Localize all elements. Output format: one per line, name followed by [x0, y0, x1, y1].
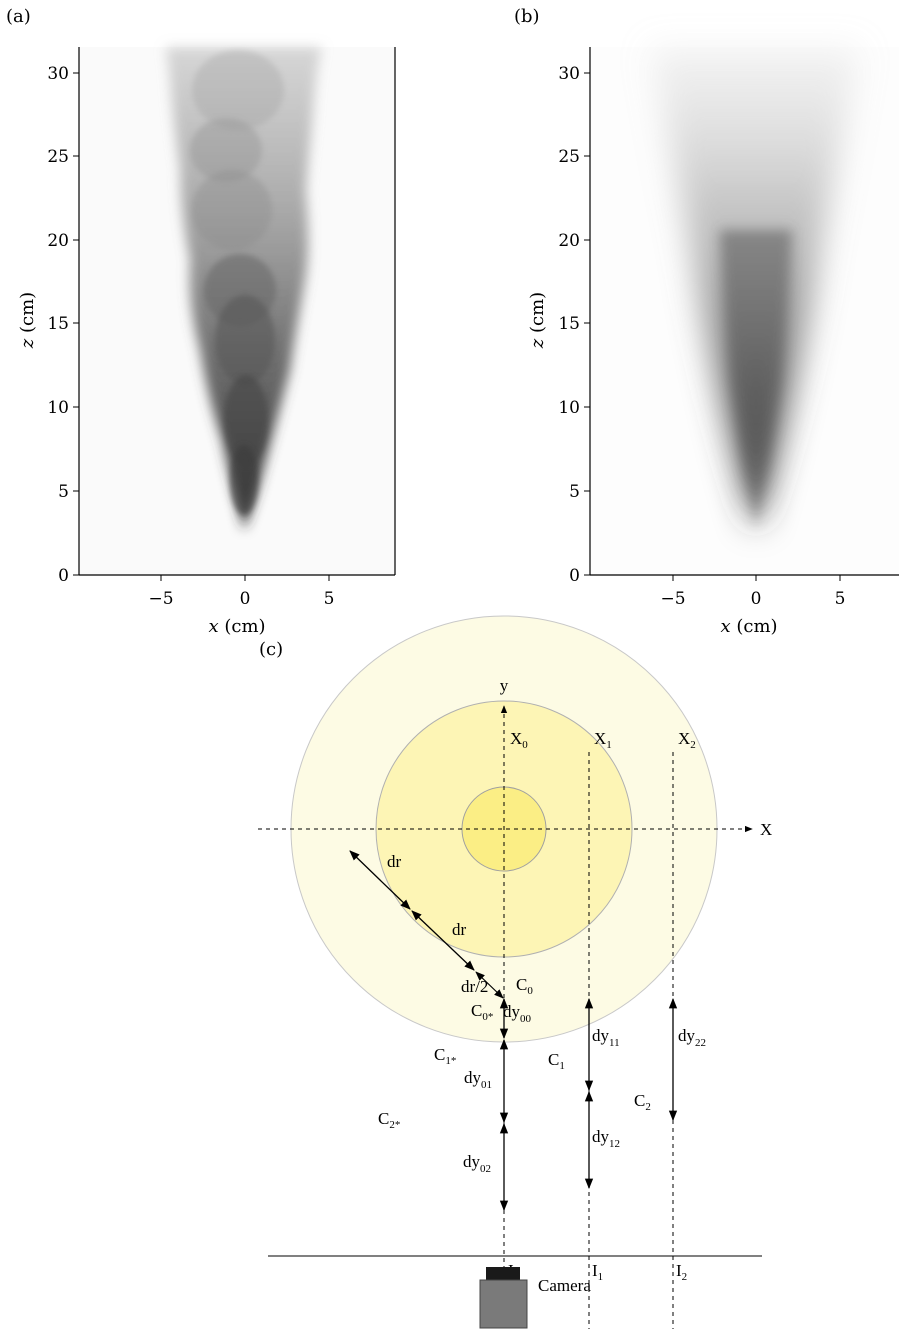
panel-b-x-ticks: −5 0 5 [660, 575, 845, 609]
label-dy02: dy02 [463, 1152, 491, 1175]
label-c1-star: C1* [434, 1045, 456, 1067]
panel-c-label: (c) [259, 639, 283, 660]
label-i2: I2 [676, 1261, 687, 1283]
panel-a-label: (a) [6, 6, 31, 27]
panel-b-plume-image [650, 47, 860, 530]
panel-b: (b) −5 0 5 0 5 10 15 20 [514, 6, 899, 637]
label-c2-star: C2* [378, 1109, 400, 1131]
panel-a-plume-image [166, 47, 322, 530]
dr-arrow-outer [349, 850, 411, 910]
panel-b-ytick: 25 [558, 147, 580, 167]
label-x0: X0 [510, 729, 528, 751]
panel-a-ytick: 15 [47, 314, 69, 334]
label-x1: X1 [594, 729, 612, 751]
label-c0-star: C0* [471, 1001, 493, 1023]
panel-b-ytick: 30 [558, 64, 580, 84]
panel-a: (a) −5 0 5 [6, 6, 396, 637]
panel-b-xlabel: x (cm) [720, 616, 777, 637]
panel-b-ytick: 20 [558, 231, 580, 251]
panel-a-xtick: 0 [240, 589, 251, 609]
panel-a-ytick: 20 [47, 231, 69, 251]
panel-c: (c) y X X0 X1 X2 I0 I1 I2 dr dr dr/2 C0 … [258, 615, 772, 1329]
y-axis-label: y [500, 676, 509, 695]
label-dy22: dy22 [678, 1026, 706, 1049]
panel-a-y-ticks: 0 5 10 15 20 25 30 [47, 64, 79, 586]
panel-b-label: (b) [514, 6, 540, 27]
dr-arrow-middle [411, 910, 475, 971]
panel-a-ytick: 0 [58, 566, 69, 586]
panel-b-xtick: −5 [660, 589, 685, 609]
panel-a-xtick: 5 [324, 589, 335, 609]
panel-a-ytick: 10 [47, 398, 69, 418]
panel-b-ylabel: z (cm) [527, 292, 548, 349]
panel-a-ytick: 30 [47, 64, 69, 84]
label-dr-half: dr/2 [461, 977, 488, 996]
panel-a-ytick: 5 [58, 482, 69, 502]
label-c1: C1 [548, 1050, 565, 1072]
label-c2: C2 [634, 1091, 651, 1113]
panel-a-x-ticks: −5 0 5 [148, 575, 334, 609]
panel-a-xlabel: x (cm) [208, 616, 265, 637]
panel-a-xtick: −5 [148, 589, 173, 609]
panel-b-xtick: 5 [835, 589, 846, 609]
label-dr-1: dr [387, 852, 402, 871]
label-dy01: dy01 [464, 1068, 492, 1091]
label-x2: X2 [678, 729, 696, 751]
panel-b-ytick: 10 [558, 398, 580, 418]
label-dy12: dy12 [592, 1127, 620, 1150]
panel-a-ytick: 25 [47, 147, 69, 167]
label-i1: I1 [592, 1261, 603, 1283]
panel-b-ytick: 15 [558, 314, 580, 334]
label-dy11: dy11 [592, 1026, 620, 1049]
camera-icon [479, 1267, 528, 1329]
x-axis-label: X [760, 820, 772, 839]
panel-b-ytick: 0 [569, 566, 580, 586]
panel-b-ytick: 5 [569, 482, 580, 502]
label-dr-2: dr [452, 920, 467, 939]
panel-b-xtick: 0 [751, 589, 762, 609]
dr-half-arrow [475, 971, 504, 999]
panel-a-ylabel: z (cm) [17, 292, 38, 349]
label-camera: Camera [538, 1276, 591, 1295]
label-dy00: dy00 [503, 1002, 532, 1025]
panel-b-y-ticks: 0 5 10 15 20 25 30 [558, 64, 590, 586]
label-c0: C0 [516, 975, 533, 997]
